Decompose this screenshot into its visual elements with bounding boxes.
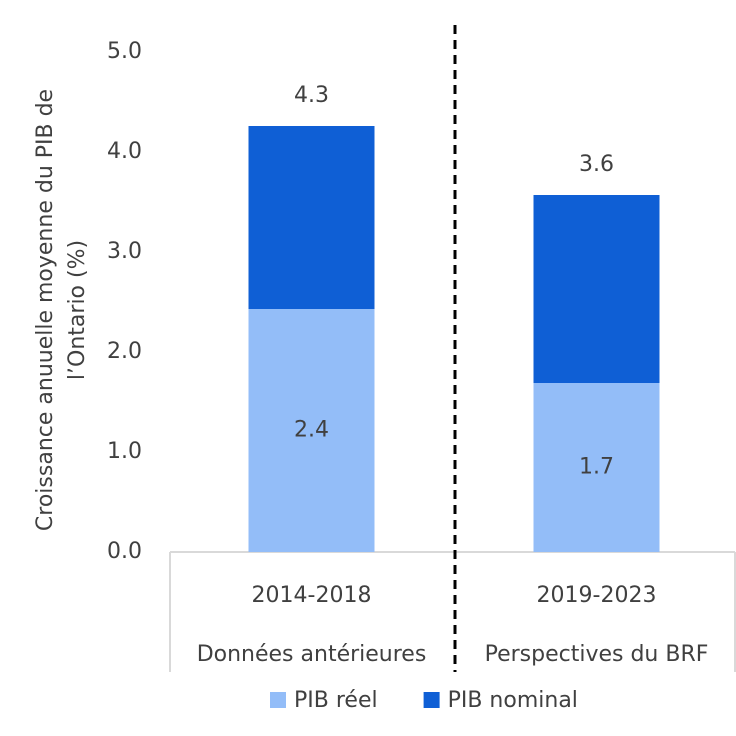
- y-tick-label: 0.0: [107, 539, 142, 564]
- group-label: Perspectives du BRF: [485, 642, 709, 667]
- legend-label: PIB nominal: [448, 688, 578, 713]
- legend-swatch: [270, 692, 286, 708]
- data-label: 2.4: [294, 418, 329, 443]
- y-tick-label: 4.0: [107, 139, 142, 164]
- x-tick-label: 2014-2018: [252, 583, 372, 608]
- group-label: Données antérieures: [197, 642, 427, 667]
- y-axis-title: Croissance anuuelle moyenne du PIB de: [33, 89, 58, 531]
- y-tick-label: 2.0: [107, 339, 142, 364]
- bar: [533, 383, 660, 552]
- y-tick-label: 5.0: [107, 39, 142, 64]
- data-label: 1.7: [579, 455, 614, 480]
- y-axis-title: l’Ontario (%): [65, 240, 90, 380]
- y-tick-label: 1.0: [107, 439, 142, 464]
- x-tick-label: 2019-2023: [537, 583, 657, 608]
- data-label: 3.6: [579, 152, 614, 177]
- legend-label: PIB réel: [294, 688, 378, 713]
- data-label: 4.3: [294, 83, 329, 108]
- bar: [248, 309, 375, 552]
- y-tick-label: 3.0: [107, 239, 142, 264]
- legend-swatch: [423, 692, 440, 708]
